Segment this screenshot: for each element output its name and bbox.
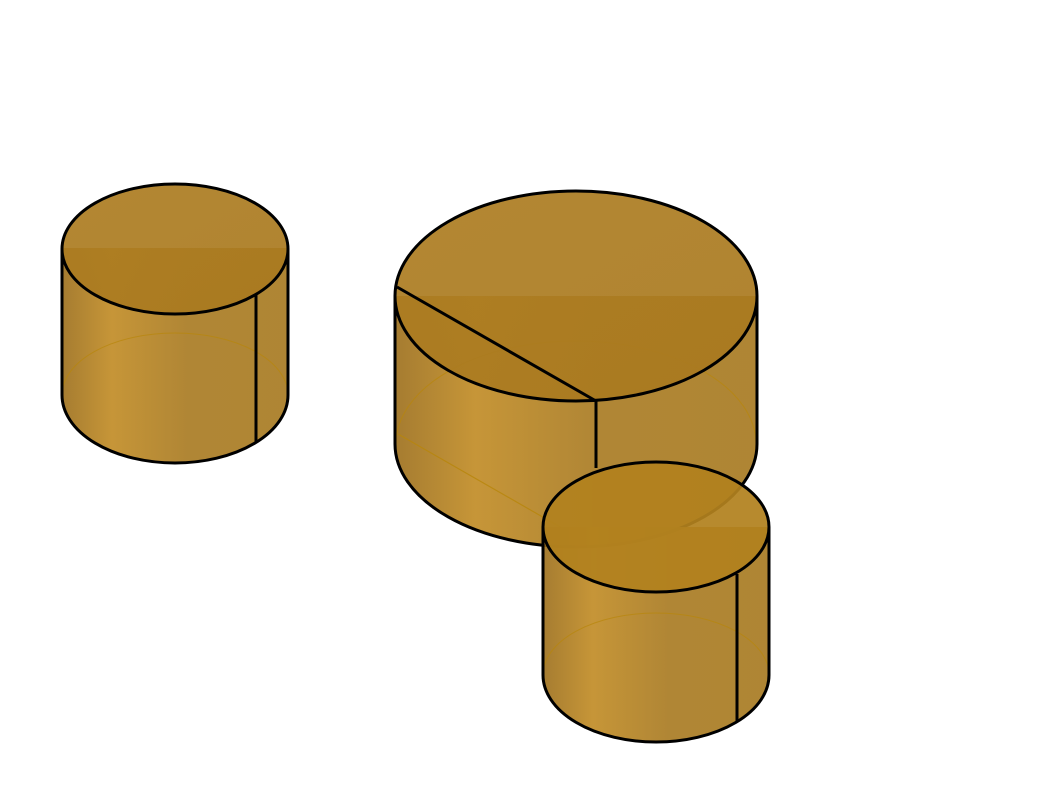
large-cylinder-cut-line [396,285,597,403]
small-cylinder-front[interactable] [541,460,771,744]
small-cylinder-left-top-face [60,182,290,316]
small-cylinder-front-top-face [541,460,771,594]
small-cylinder-front-hidden-bottom-edge [542,612,770,676]
small-cylinder-left-hidden-bottom-edge [61,332,289,396]
large-cylinder-top-face [393,189,759,403]
small-cylinder-left-bottom-edge [60,394,290,465]
small-cylinder-left[interactable] [60,182,290,465]
small-cylinder-front-bottom-edge [541,674,771,744]
